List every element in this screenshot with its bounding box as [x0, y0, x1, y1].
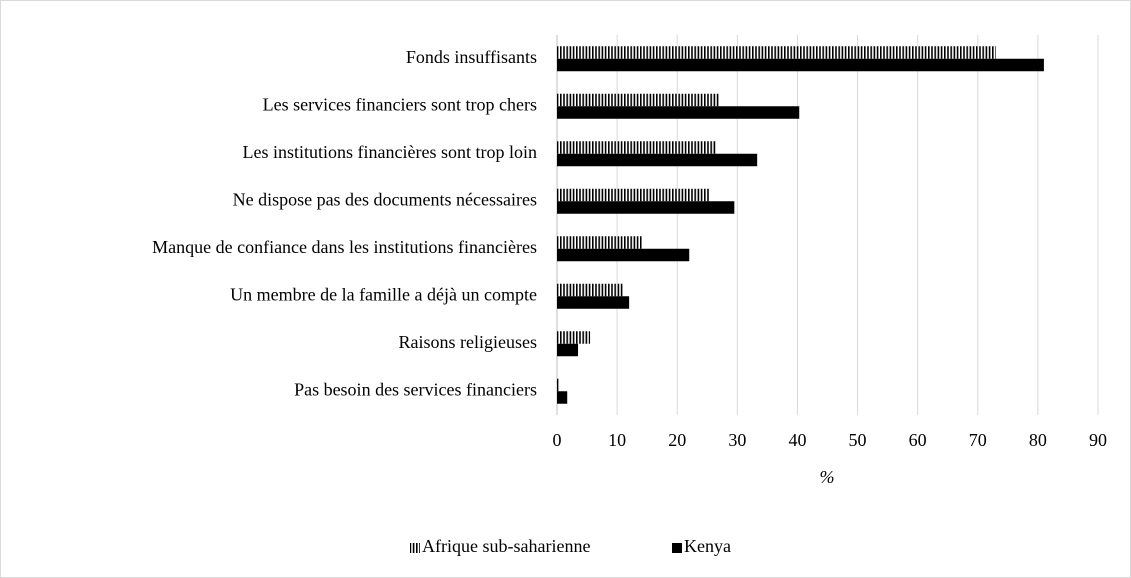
x-tick-label: 10 [608, 430, 626, 450]
x-tick-label: 20 [668, 430, 686, 450]
bar [557, 106, 800, 119]
bar [557, 248, 690, 262]
legend-label: Kenya [684, 536, 731, 556]
x-tick-label: 80 [1029, 430, 1047, 450]
bar [557, 201, 735, 214]
x-tick-label: 0 [553, 430, 562, 450]
bar [557, 236, 642, 249]
legend-swatch [672, 543, 682, 553]
x-tick-label: 70 [969, 430, 987, 450]
bar [557, 141, 717, 154]
x-tick-label: 90 [1089, 430, 1107, 450]
legend-swatch [410, 543, 420, 553]
bar [557, 58, 1044, 72]
y-tick-label: Ne dispose pas des documents nécessaires [233, 189, 537, 209]
y-tick-label: Pas besoin des services financiers [294, 379, 537, 399]
bar [557, 296, 630, 309]
x-tick-label: 60 [909, 430, 927, 450]
y-tick-label: Les services financiers sont trop chers [263, 94, 537, 114]
y-tick-label: Manque de confiance dans les institution… [152, 237, 537, 257]
y-tick-label: Les institutions financières sont trop l… [243, 142, 537, 162]
bar [557, 391, 568, 404]
x-axis-label: % [820, 467, 835, 487]
bar [557, 343, 579, 357]
x-tick-label: 30 [728, 430, 746, 450]
bar [557, 153, 758, 167]
y-tick-label: Raisons religieuses [399, 332, 537, 352]
bar [557, 283, 624, 297]
bar [557, 46, 996, 59]
bar [557, 93, 720, 107]
bar [557, 188, 710, 202]
y-tick-label: Fonds insuffisants [406, 47, 537, 67]
x-tick-label: 50 [849, 430, 867, 450]
bar [557, 331, 591, 344]
legend-label: Afrique sub-saharienne [422, 536, 590, 556]
y-tick-label: Un membre de la famille a déjà un compte [230, 284, 537, 304]
x-tick-label: 40 [788, 430, 806, 450]
bar [557, 378, 561, 392]
